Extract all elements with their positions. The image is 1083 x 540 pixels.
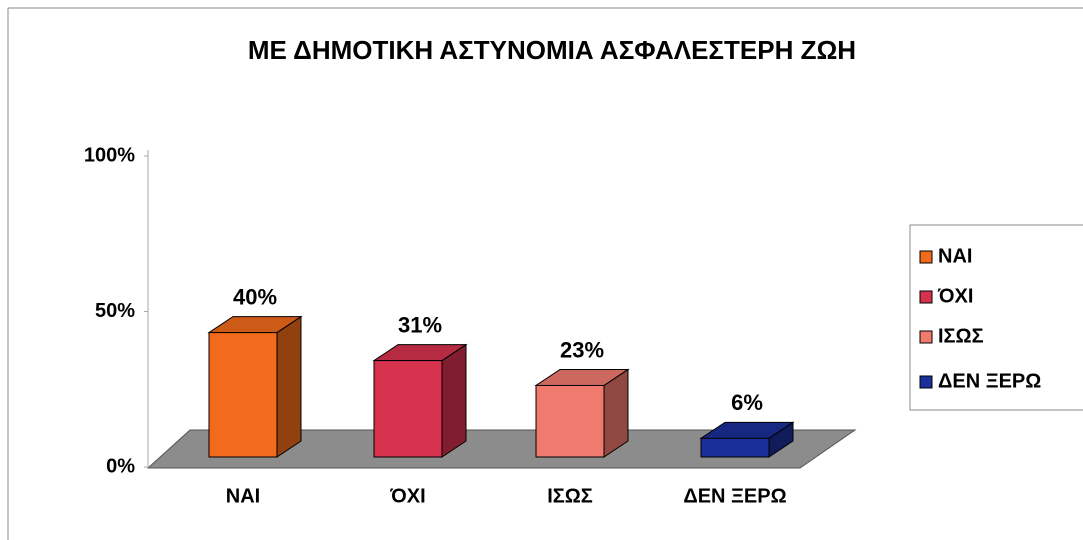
x-tick-label: ΙΣΩΣ xyxy=(547,485,593,507)
legend-label: ΌΧΙ xyxy=(937,285,973,307)
bar xyxy=(535,384,605,458)
value-label: 6% xyxy=(731,390,763,415)
chart-title: ΜΕ ΔΗΜΟΤΙΚΗ ΑΣΤΥΝΟΜΙΑ ΑΣΦΑΛΕΣΤΕΡΗ ΖΩΗ xyxy=(248,35,856,65)
legend-label: ΙΣΩΣ xyxy=(938,325,984,347)
x-tick-label: ΌΧΙ xyxy=(389,485,425,507)
y-tick-label: 0% xyxy=(106,455,135,477)
value-label: 31% xyxy=(398,312,442,337)
bar xyxy=(373,360,443,458)
legend-swatch xyxy=(919,250,933,264)
bar xyxy=(208,332,278,458)
legend-swatch xyxy=(919,375,933,389)
legend-swatch xyxy=(919,330,933,344)
bar-side xyxy=(441,343,467,458)
bar-side xyxy=(276,315,302,458)
legend-label: ΝΑΙ xyxy=(938,245,972,267)
y-tick-label: 50% xyxy=(95,300,135,322)
legend-swatch xyxy=(919,290,933,304)
value-label: 40% xyxy=(233,284,277,309)
value-label: 23% xyxy=(560,337,604,362)
floor xyxy=(146,429,857,469)
y-tick-label: 100% xyxy=(84,144,135,166)
x-tick-label: ΔΕΝ ΞΕΡΩ xyxy=(683,485,786,507)
legend-label: ΔΕΝ ΞΕΡΩ xyxy=(938,370,1041,392)
x-tick-label: ΝΑΙ xyxy=(226,485,260,507)
legend xyxy=(909,224,1083,411)
bar xyxy=(700,437,770,458)
